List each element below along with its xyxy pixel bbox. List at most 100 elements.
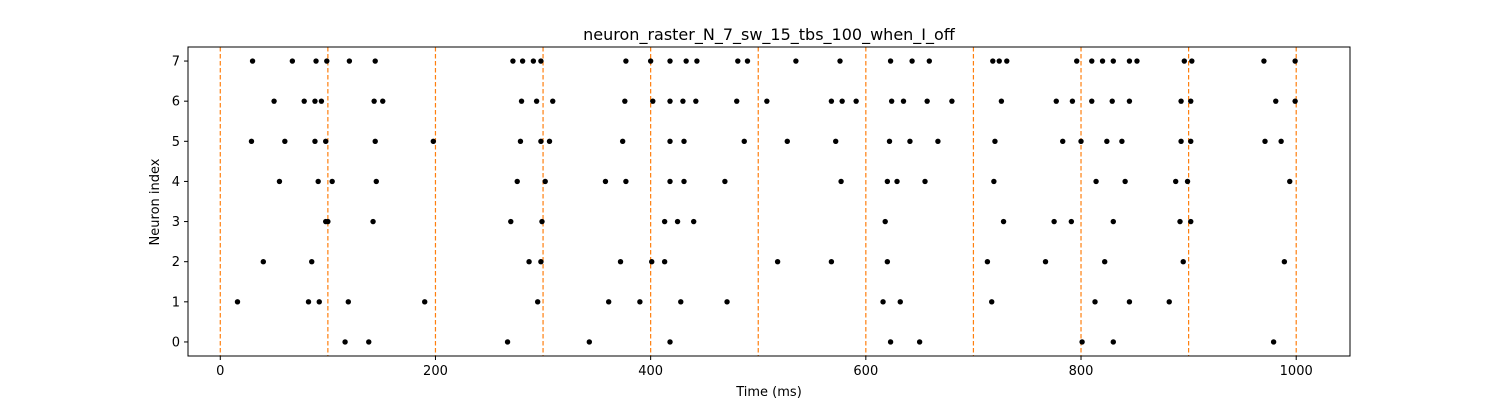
spike-point xyxy=(1060,138,1066,145)
spike-point xyxy=(833,138,839,145)
spike-point xyxy=(617,258,624,265)
spike-point xyxy=(650,98,656,104)
spike-point xyxy=(315,178,321,185)
y-tick-label: 6 xyxy=(172,95,180,110)
spike-point xyxy=(538,258,544,265)
spike-point xyxy=(324,58,330,64)
spike-point xyxy=(371,98,377,104)
spike-point xyxy=(312,98,318,104)
spike-point xyxy=(422,299,428,305)
spike-point xyxy=(1292,98,1298,104)
spike-point xyxy=(1074,58,1080,64)
spike-point xyxy=(504,339,511,345)
spike-point xyxy=(996,58,1002,64)
spike-point xyxy=(510,58,516,64)
spike-point xyxy=(1051,218,1057,225)
spike-point xyxy=(667,339,673,345)
spike-point xyxy=(991,178,997,185)
spike-point xyxy=(539,218,545,225)
spike-point xyxy=(735,58,741,64)
spike-point xyxy=(234,299,241,305)
spike-point xyxy=(1281,258,1288,265)
spike-point xyxy=(271,98,277,104)
spike-point xyxy=(602,178,609,185)
x-tick-label: 400 xyxy=(638,364,663,379)
spike-point xyxy=(1177,218,1183,225)
spike-point xyxy=(1287,178,1293,185)
spike-point xyxy=(530,58,537,64)
spike-point xyxy=(370,218,376,225)
spike-point xyxy=(619,138,626,145)
y-tick-label: 0 xyxy=(172,335,180,350)
spike-point xyxy=(345,299,352,305)
spike-point xyxy=(900,98,907,104)
spike-point xyxy=(661,218,668,225)
spike-point xyxy=(586,339,593,345)
spike-point xyxy=(380,98,386,104)
spike-point xyxy=(989,299,995,305)
plot-frame xyxy=(187,46,1351,357)
spike-point xyxy=(1126,299,1133,305)
spike-point xyxy=(1134,58,1140,64)
x-axis-ticks: 0 200 400 600 800 1000 xyxy=(216,356,1313,379)
spike-point xyxy=(1042,258,1049,265)
spike-point xyxy=(1110,339,1116,345)
spike-point xyxy=(1184,178,1191,185)
spike-point xyxy=(764,98,770,104)
spike-point xyxy=(1178,138,1184,145)
spike-point xyxy=(1278,138,1284,145)
x-tick-label: 800 xyxy=(1069,364,1094,379)
x-tick-label: 1000 xyxy=(1280,364,1313,379)
spike-point xyxy=(301,98,307,104)
spike-point xyxy=(550,98,556,104)
spike-point xyxy=(667,138,673,145)
spike-point xyxy=(623,58,629,64)
spike-point xyxy=(318,98,325,104)
spike-point xyxy=(1261,58,1267,64)
spike-point xyxy=(517,138,524,145)
spike-point xyxy=(1110,218,1116,225)
spike-point xyxy=(1099,58,1106,64)
spike-point xyxy=(1126,58,1133,64)
spike-point xyxy=(1104,138,1110,145)
spike-point xyxy=(248,138,255,145)
spike-point xyxy=(1188,218,1194,225)
spike-point xyxy=(282,138,288,145)
spike-point xyxy=(880,299,886,305)
y-tick-label: 4 xyxy=(172,175,180,190)
spike-point xyxy=(305,299,312,305)
spike-point xyxy=(372,58,378,64)
spike-point xyxy=(884,178,891,185)
spike-point xyxy=(1166,299,1172,305)
spike-point xyxy=(366,339,372,345)
spike-point xyxy=(289,58,296,64)
spike-point xyxy=(508,218,514,225)
spike-point xyxy=(533,98,540,104)
spike-point xyxy=(935,138,941,145)
spike-point xyxy=(793,58,799,64)
spike-point xyxy=(887,58,894,64)
spike-point xyxy=(909,58,915,64)
spike-point xyxy=(1069,98,1076,104)
spike-point xyxy=(276,178,283,185)
spike-point xyxy=(1122,178,1128,185)
spike-point xyxy=(722,178,728,185)
spike-point xyxy=(312,138,318,145)
spike-point xyxy=(724,299,730,305)
chart-title: neuron_raster_N_7_sw_15_tbs_100_when_I_o… xyxy=(583,25,956,45)
spike-point xyxy=(538,138,544,145)
spike-point xyxy=(990,58,996,64)
spike-point xyxy=(907,138,913,145)
spike-point xyxy=(1089,98,1095,104)
spike-point xyxy=(316,299,322,305)
spike-point xyxy=(886,138,893,145)
x-tick-label: 0 xyxy=(216,364,224,379)
spike-point xyxy=(1078,138,1084,145)
spike-point xyxy=(372,138,378,145)
spike-point xyxy=(605,299,612,305)
spike-point xyxy=(839,98,845,104)
spike-point xyxy=(514,178,520,185)
spike-point xyxy=(346,58,353,64)
